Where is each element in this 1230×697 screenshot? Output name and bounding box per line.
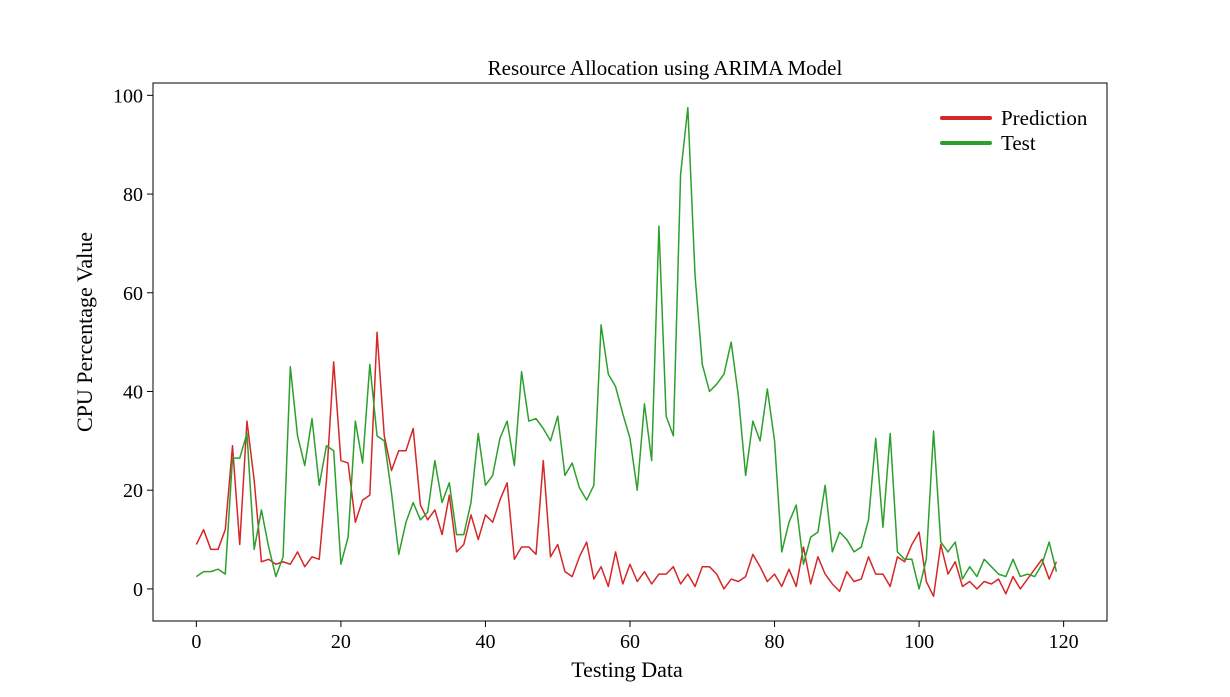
x-tick-label: 60 — [620, 631, 640, 653]
x-tick-label: 120 — [1049, 631, 1079, 653]
x-axis-label: Testing Data — [571, 657, 683, 682]
y-tick-label: 80 — [123, 184, 143, 206]
plot-lines — [195, 106, 1058, 598]
x-tick-label: 0 — [191, 631, 201, 653]
y-tick-label: 40 — [123, 381, 143, 403]
legend-label-test: Test — [1001, 131, 1036, 155]
series-line-test — [195, 106, 1058, 590]
x-tick-label: 80 — [765, 631, 785, 653]
x-tick-label: 40 — [475, 631, 495, 653]
y-tick-label: 100 — [113, 85, 143, 107]
axis-ticks: 0 20 40 60 80 100 120 0 20 40 60 80 100 — [113, 85, 1079, 653]
y-axis-label: CPU Percentage Value — [72, 232, 97, 432]
x-tick-label: 100 — [904, 631, 934, 653]
chart-title: Resource Allocation using ARIMA Model — [488, 56, 843, 80]
series-line-prediction — [195, 331, 1058, 598]
y-tick-label: 60 — [123, 283, 143, 305]
y-tick-label: 0 — [133, 579, 143, 601]
legend-label-prediction: Prediction — [1001, 106, 1088, 130]
x-tick-label: 20 — [331, 631, 351, 653]
y-tick-label: 20 — [123, 480, 143, 502]
